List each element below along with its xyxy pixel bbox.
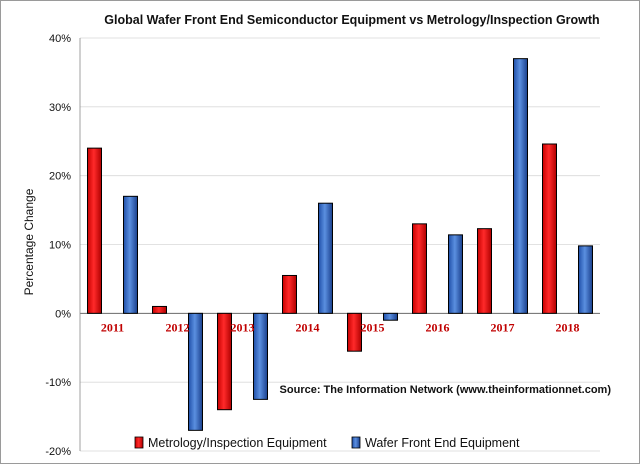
y-tick-label: 20%: [49, 171, 71, 183]
legend: Metrology/Inspection Equipment Wafer Fro…: [134, 436, 520, 450]
x-tick-label: 2015: [361, 320, 385, 334]
x-tick-label: 2014: [296, 320, 320, 334]
y-tick-label: 40%: [49, 33, 71, 45]
x-tick-label: 2016: [426, 320, 450, 334]
bar-metrology-2015: [347, 312, 362, 352]
y-tick-label: 30%: [49, 102, 71, 114]
y-tick-label: -10%: [45, 377, 71, 389]
legend-label-wafer: Wafer Front End Equipment: [365, 436, 520, 450]
bar-metrology-2014: [282, 274, 297, 314]
source-annotation: Source: The Information Network (www.the…: [280, 384, 612, 396]
category-labels: 2011 2012 2013 2014 2015 2016 2017 2018: [101, 320, 580, 334]
bar-wafer-2013: [253, 312, 268, 400]
bar-wafer-2012: [188, 312, 203, 431]
bar-wafer-2017: [513, 58, 528, 314]
bar-metrology-2017: [477, 228, 492, 314]
y-axis-ticks: -20% -10% 0% 10% 20% 30% 40%: [45, 33, 71, 458]
x-tick-label: 2018: [556, 320, 580, 334]
x-tick-label: 2011: [101, 320, 124, 334]
bars: [87, 58, 593, 431]
bar-metrology-2012: [152, 305, 167, 314]
bar-metrology-2013: [217, 312, 232, 411]
x-tick-label: 2017: [491, 320, 515, 334]
x-tick-label: 2012: [166, 320, 190, 334]
bar-wafer-2015: [383, 312, 398, 321]
bar-wafer-2018: [578, 245, 593, 314]
legend-swatch-metrology: [134, 436, 144, 449]
chart-title: Global Wafer Front End Semiconductor Equ…: [104, 13, 599, 27]
y-tick-label: 10%: [49, 240, 71, 252]
bar-wafer-2014: [318, 202, 333, 314]
bar-metrology-2011: [87, 147, 102, 314]
bar-metrology-2016: [412, 223, 427, 314]
x-tick-label: 2013: [231, 320, 255, 334]
legend-label-metrology: Metrology/Inspection Equipment: [148, 436, 327, 450]
y-tick-label: 0%: [55, 308, 71, 320]
bar-wafer-2011: [123, 195, 138, 314]
y-tick-label: -20%: [45, 446, 71, 458]
bar-wafer-2016: [448, 234, 463, 314]
bar-metrology-2018: [542, 143, 557, 314]
y-axis-label: Percentage Change: [22, 188, 36, 295]
legend-swatch-wafer: [351, 436, 361, 449]
